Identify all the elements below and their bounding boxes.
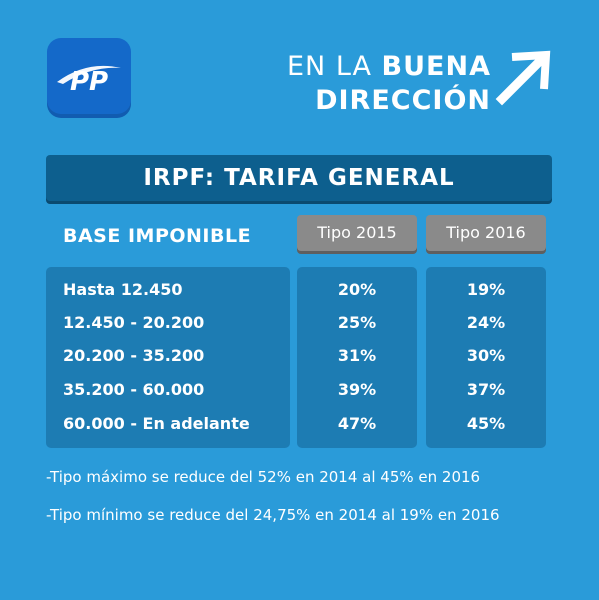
slogan: EN LA BUENA DIRECCIÓN (287, 50, 491, 118)
slogan-line-1: EN LA BUENA (287, 50, 491, 84)
row-base: 20.200 - 35.200 (63, 346, 205, 365)
logo-text: PP (70, 67, 108, 97)
row-tipo-2015: 20% (337, 280, 377, 299)
row-base: 12.450 - 20.200 (63, 313, 205, 332)
row-tipo-2015: 47% (337, 414, 377, 433)
base-column-panel (46, 267, 290, 448)
row-tipo-2016: 45% (466, 414, 506, 433)
tipo-2015-panel (297, 267, 417, 448)
base-imponible-header: BASE IMPONIBLE (63, 225, 252, 247)
slogan-bold: BUENA (381, 51, 491, 82)
row-base: 35.200 - 60.000 (63, 380, 205, 399)
row-tipo-2016: 37% (466, 380, 506, 399)
pp-logo: PP (47, 38, 131, 118)
slogan-thin: EN LA (286, 51, 382, 82)
row-tipo-2016: 19% (466, 280, 506, 299)
row-tipo-2015: 31% (337, 346, 377, 365)
row-base: 60.000 - En adelante (63, 414, 250, 433)
year-header-2016: Tipo 2016 (426, 215, 546, 251)
tipo-2016-panel (426, 267, 546, 448)
pp-logo-mark: PP (57, 65, 121, 97)
row-tipo-2015: 25% (337, 313, 377, 332)
row-tipo-2016: 24% (466, 313, 506, 332)
row-base: Hasta 12.450 (63, 280, 183, 299)
row-tipo-2015: 39% (337, 380, 377, 399)
row-tipo-2016: 30% (466, 346, 506, 365)
year-header-2015: Tipo 2015 (297, 215, 417, 251)
table-title: IRPF: TARIFA GENERAL (46, 155, 552, 201)
note-max-rate: -Tipo máximo se reduce del 52% en 2014 a… (46, 468, 481, 486)
slogan-line-2: DIRECCIÓN (315, 85, 491, 116)
note-min-rate: -Tipo mínimo se reduce del 24,75% en 201… (46, 506, 500, 524)
arrow-up-right-icon (495, 50, 551, 106)
